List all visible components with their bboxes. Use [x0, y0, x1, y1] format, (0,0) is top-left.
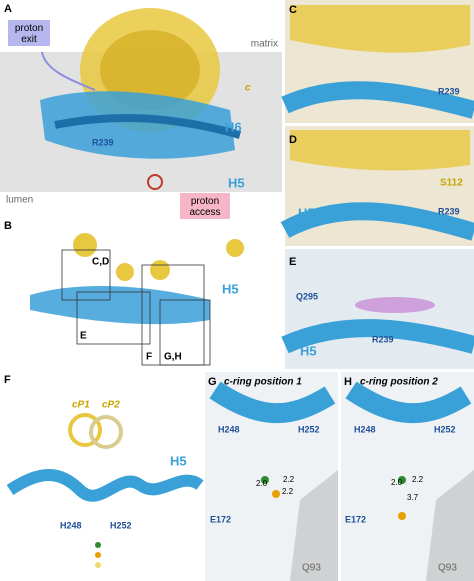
r239-label: R239: [438, 86, 460, 96]
panel-d: D S112 H5 R239: [280, 126, 474, 246]
panel-title: c-ring position 1: [224, 377, 302, 388]
panel-b: [30, 233, 244, 366]
helix: [280, 202, 474, 241]
cp1-label: cP1: [72, 400, 90, 411]
h5-label: H5: [298, 87, 315, 102]
box-label: G,H: [164, 352, 182, 363]
r239-label: R239: [372, 334, 394, 344]
box-e: [76, 291, 151, 345]
matrix-label: matrix: [251, 39, 278, 50]
panel-letter: G: [208, 376, 217, 388]
box-gh: [159, 299, 211, 366]
h248-label: H248: [60, 520, 82, 530]
exit-box: [8, 20, 50, 46]
c-subunit: [116, 263, 134, 281]
atom: [398, 476, 406, 484]
atom: [261, 476, 269, 484]
h5-label: H5: [300, 343, 317, 358]
h5-label: H5: [298, 205, 315, 220]
c-ring: [290, 130, 470, 171]
c-subunit: [150, 260, 170, 280]
panel-c: C H5 R239: [281, 0, 474, 123]
h6-label: H6: [225, 119, 242, 134]
q93-label: Q93: [438, 563, 457, 574]
exit-label: proton exit: [15, 23, 43, 45]
lumen-label: lumen: [6, 195, 33, 206]
h5-label: H5: [170, 453, 187, 468]
c-ring: [290, 5, 470, 53]
panel-e: E Q295 R239 H5: [281, 249, 474, 369]
atom: [95, 542, 101, 548]
box-label: F: [146, 352, 152, 363]
box-label: C,D: [92, 257, 109, 268]
h248-label: H248: [354, 424, 376, 434]
h252-label: H252: [298, 424, 320, 434]
c-subunit: [226, 239, 244, 257]
access-marker: [147, 174, 163, 190]
helix: [281, 81, 474, 119]
h252-label: H252: [110, 520, 132, 530]
s112-label: S112: [440, 178, 463, 189]
panel-letter: F: [4, 374, 11, 386]
e172-label: E172: [210, 514, 231, 524]
h5-label: H5: [228, 175, 245, 190]
atom: [398, 512, 406, 520]
distance: 2.0: [391, 478, 403, 487]
h252-label: H252: [434, 424, 456, 434]
atom: [272, 490, 280, 498]
access-label: proton access: [189, 196, 220, 218]
box-cd: [61, 249, 111, 301]
cp1-ring: [68, 413, 102, 447]
panel-h: H c-ring position 2 H248 H252 2.0 2.2 3.…: [341, 372, 474, 581]
q93-label: Q93: [302, 563, 321, 574]
h248-label: H248: [218, 424, 240, 434]
c-subunit: [73, 233, 97, 257]
helix: [6, 469, 204, 502]
atom: [95, 562, 101, 568]
helix-h5: [30, 285, 210, 325]
panel-letter: A: [4, 3, 12, 15]
r239-label: R239: [92, 137, 114, 147]
c-ring-inner: [100, 30, 200, 110]
cp2-ring: [89, 415, 123, 449]
panel-letter: H: [344, 376, 352, 388]
distance: 2.2: [412, 475, 424, 484]
c-subunit: [290, 470, 338, 581]
panel-letter: E: [289, 256, 296, 268]
access-box: [180, 193, 230, 219]
distance: 3.7: [407, 493, 419, 502]
panel-letter: C: [289, 4, 297, 16]
panel-g: G c-ring position 1 H248 H252 2.0 2.2 2.…: [205, 372, 338, 581]
panel-letter: D: [289, 134, 297, 146]
panel-f: F cP1 cP2 H5 H248 H252: [4, 374, 204, 568]
helix: [345, 381, 472, 424]
panel-letter: B: [4, 220, 12, 232]
box-label: E: [80, 331, 87, 342]
q295-label: Q295: [296, 291, 318, 301]
distance: 2.2: [282, 487, 294, 496]
c-subunit: [426, 470, 474, 581]
helix: [209, 381, 336, 424]
c-label: c: [245, 83, 251, 94]
helix: [54, 113, 242, 139]
subunit-a: [40, 91, 235, 159]
exit-arrow: [41, 51, 96, 91]
helix: [281, 319, 474, 354]
panel-title: c-ring position 2: [360, 377, 438, 388]
cp2-label: cP2: [102, 400, 120, 411]
r239-label: R239: [438, 206, 460, 216]
h5-label: H5: [222, 281, 239, 296]
density: [355, 297, 435, 313]
atom: [95, 552, 101, 558]
panel-a: A proton exit matrix c H6 R239 lumen prot…: [0, 3, 282, 219]
e172-label: E172: [345, 514, 366, 524]
distance: 2.0: [256, 479, 268, 488]
distance: 2.2: [283, 475, 295, 484]
